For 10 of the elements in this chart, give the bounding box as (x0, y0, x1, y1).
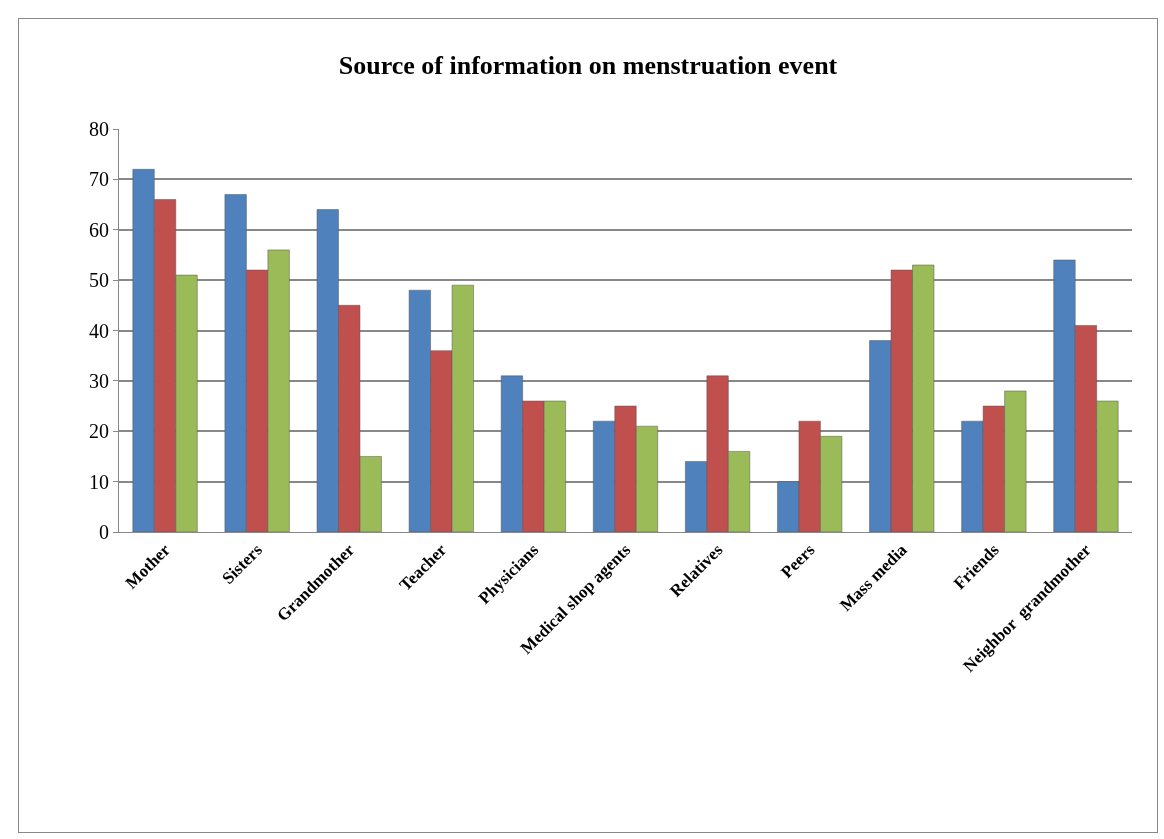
chart-title: Source of information on menstruation event (338, 50, 838, 80)
y-tick-label: 20 (89, 420, 109, 443)
y-tick-label: 70 (89, 168, 109, 191)
y-tick-label: 80 (89, 118, 109, 140)
y-tick-label: 50 (89, 269, 109, 292)
y-tick-label: 0 (99, 521, 109, 543)
y-tick-label: 60 (89, 218, 109, 241)
y-tick-label: 30 (89, 369, 109, 392)
y-tick-label: 40 (89, 319, 109, 342)
y-tick-label: 10 (89, 470, 109, 493)
